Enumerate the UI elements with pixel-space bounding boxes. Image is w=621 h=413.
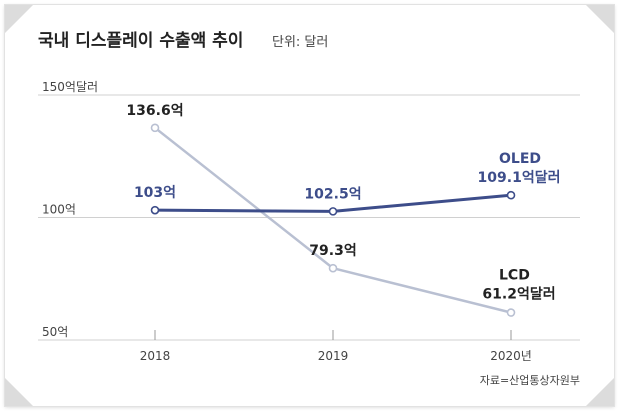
oled-point-0 (150, 205, 160, 215)
oled-data-label-2: 109.1억달러 (478, 170, 561, 186)
x-axis-ticks: 2018 2019 2020년 (140, 330, 532, 363)
series-markers (150, 123, 516, 317)
chart-card: 국내 디스플레이 수출액 추이 단위: 달러 150억달러 100억 50억 201… (5, 5, 614, 406)
chart-title: 국내 디스플레이 수출액 추이 (38, 31, 243, 51)
lcd-point-2 (506, 308, 516, 317)
corner-fold-top-right (586, 5, 614, 33)
unit-label: 단위: 달러 (272, 35, 328, 50)
oled-point-1 (328, 207, 338, 216)
y-tick-label-100: 100억 (42, 203, 76, 217)
lcd-line (154, 126, 512, 314)
corner-fold-bottom-right (586, 378, 614, 406)
data-labels: 103억 102.5억 109.1억달러 OLED 136.6억 79.3억 61.2억달러… (126, 103, 560, 303)
x-tick-label-1: 2019 (318, 349, 349, 363)
oled-data-label-0: 103억 (134, 185, 176, 201)
oled-series-name: OLED (499, 151, 541, 167)
lcd-data-label-1: 79.3억 (309, 243, 356, 259)
corner-fold-bottom-left (5, 378, 33, 406)
oled-point-2 (506, 190, 516, 200)
lcd-data-label-0: 136.6억 (126, 103, 183, 119)
lcd-point-1 (328, 263, 338, 273)
corner-fold-top-left (5, 5, 33, 33)
y-tick-label-150: 150억달러 (42, 80, 98, 94)
y-tick-label-50: 50억 (42, 325, 68, 339)
line-chart: 국내 디스플레이 수출액 추이 단위: 달러 150억달러 100억 50억 201… (5, 5, 614, 406)
grid: 150억달러 100억 50억 (38, 80, 580, 341)
x-tick-label-2: 2020년 (490, 349, 532, 363)
oled-data-label-1: 102.5억 (304, 186, 361, 202)
lcd-point-0 (150, 123, 160, 133)
source-label: 자료=산업통상자원부 (480, 374, 580, 387)
x-tick-label-0: 2018 (140, 349, 171, 363)
lcd-series-name: LCD (499, 268, 530, 284)
series-lines (154, 126, 512, 314)
lcd-data-label-2: 61.2억달러 (482, 287, 555, 303)
